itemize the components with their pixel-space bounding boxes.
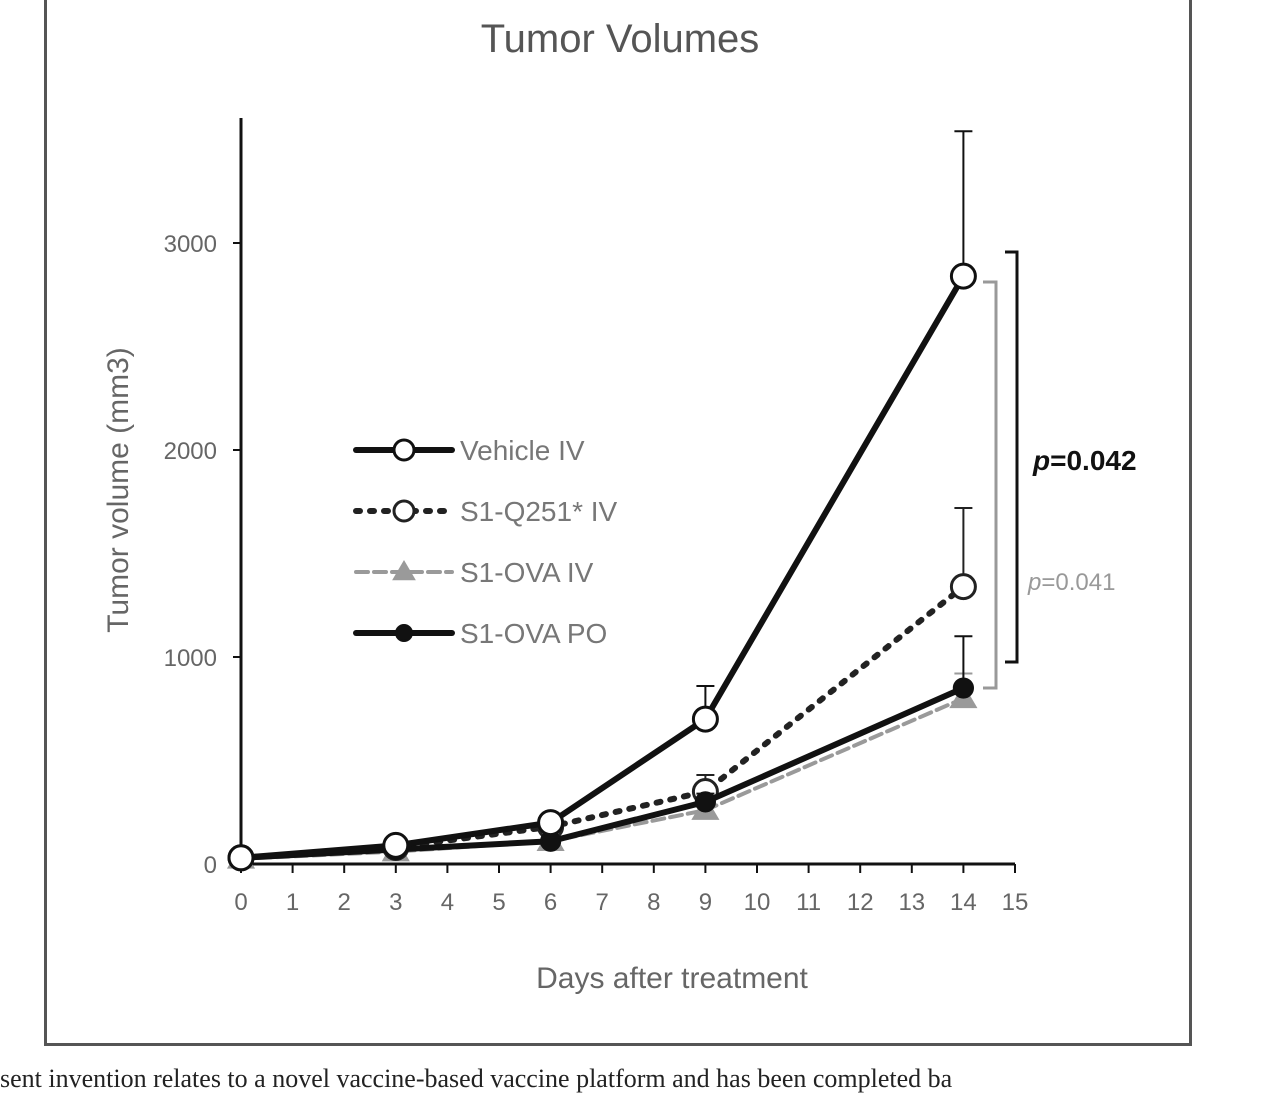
series-line xyxy=(241,698,963,858)
data-point xyxy=(693,707,717,731)
data-point xyxy=(951,264,975,288)
data-point xyxy=(396,625,412,641)
data-point xyxy=(539,811,563,835)
footer-text: sent invention relates to a novel vaccin… xyxy=(0,1063,1266,1094)
legend-label: S1-OVA IV xyxy=(460,557,594,588)
data-point xyxy=(951,575,975,599)
legend: Vehicle IV S1-Q251* IV S1-OVA IV S1-OVA PO xyxy=(356,435,618,649)
y-axis-label: Tumor volume (mm3) xyxy=(102,347,135,633)
x-tick-label: 9 xyxy=(699,889,712,916)
data-point xyxy=(394,501,414,521)
legend-item: S1-Q251* IV xyxy=(356,496,618,527)
p-symbol: p xyxy=(1032,445,1050,476)
series-2 xyxy=(228,674,977,869)
x-tick-label: 8 xyxy=(647,889,660,916)
data-point xyxy=(394,440,414,460)
legend-item: S1-OVA IV xyxy=(356,557,594,588)
significance-brackets: p=0.042p=0.041 xyxy=(983,252,1137,688)
x-tick-label: 15 xyxy=(1002,889,1029,916)
p-value: =0.042 xyxy=(1050,445,1136,476)
p-value-secondary: p=0.041 xyxy=(1027,569,1115,596)
legend-item: S1-OVA PO xyxy=(356,618,607,649)
legend-label: S1-OVA PO xyxy=(460,618,607,649)
bracket-secondary xyxy=(983,282,996,688)
y-tick-label: 2000 xyxy=(164,438,217,465)
x-ticks: 0123456789101112131415 xyxy=(234,864,1028,916)
x-tick-label: 12 xyxy=(847,889,874,916)
x-tick-label: 11 xyxy=(796,889,821,916)
x-tick-label: 5 xyxy=(492,889,505,916)
x-tick-label: 6 xyxy=(544,889,557,916)
series-line xyxy=(241,276,963,858)
y-ticks: 0 1000 2000 3000 xyxy=(164,231,241,879)
data-point xyxy=(384,833,408,857)
x-tick-label: 10 xyxy=(744,889,771,916)
chart-title: Tumor Volumes xyxy=(481,17,760,61)
y-tick-label: 3000 xyxy=(164,231,217,258)
x-tick-label: 3 xyxy=(389,889,402,916)
data-point xyxy=(954,678,973,697)
x-axis-label: Days after treatment xyxy=(536,962,808,995)
legend-label: Vehicle IV xyxy=(460,435,585,466)
x-tick-label: 4 xyxy=(441,889,454,916)
x-tick-label: 1 xyxy=(286,889,299,916)
legend-label: S1-Q251* IV xyxy=(460,496,618,527)
p-value: =0.041 xyxy=(1041,569,1115,596)
y-tick-label: 0 xyxy=(204,852,217,879)
y-tick-label: 1000 xyxy=(164,645,217,672)
x-tick-label: 13 xyxy=(898,889,925,916)
p-symbol: p xyxy=(1027,569,1041,596)
x-tick-label: 14 xyxy=(950,889,977,916)
series-1 xyxy=(229,508,975,870)
x-tick-label: 7 xyxy=(596,889,609,916)
data-point xyxy=(229,846,253,870)
x-tick-label: 0 xyxy=(234,889,247,916)
x-tick-label: 2 xyxy=(338,889,351,916)
legend-item: Vehicle IV xyxy=(356,435,585,466)
p-value-main: p=0.042 xyxy=(1032,445,1137,476)
bracket-main xyxy=(1005,252,1017,662)
data-point xyxy=(696,792,715,811)
